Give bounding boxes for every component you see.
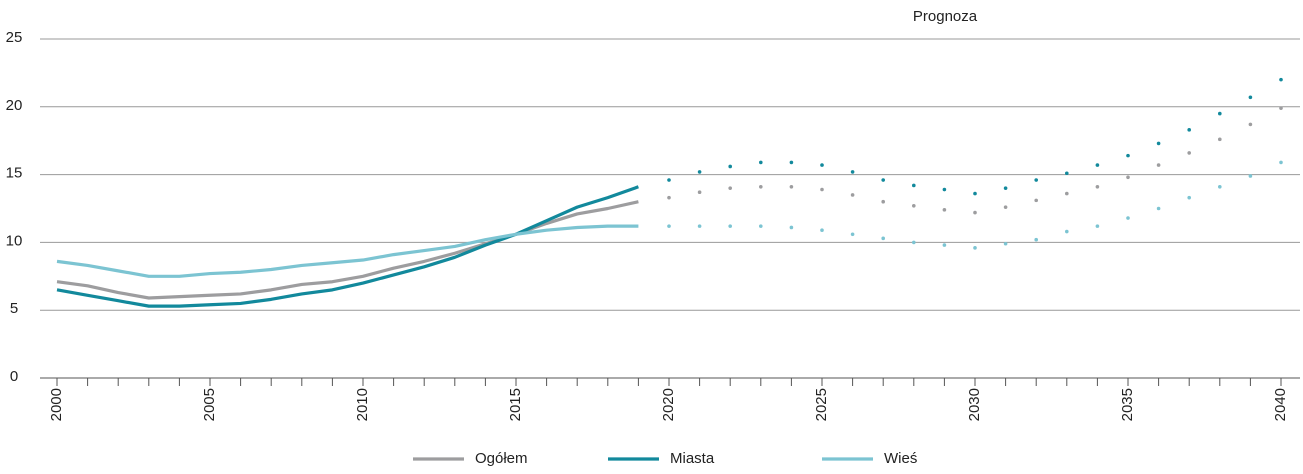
forecast-dot bbox=[1065, 229, 1069, 234]
forecast-dot bbox=[728, 224, 732, 228]
forecast-dot bbox=[850, 170, 855, 174]
y-tick-label: 0 bbox=[10, 368, 18, 385]
forecast-dot bbox=[942, 208, 947, 212]
forecast-dot bbox=[667, 224, 671, 228]
annotation: Prognoza bbox=[913, 8, 978, 25]
forecast-dot bbox=[1248, 174, 1253, 178]
forecast-dot bbox=[820, 187, 824, 192]
forecast-dot bbox=[1279, 106, 1283, 110]
forecast-dot bbox=[912, 240, 916, 245]
forecast-dot bbox=[1065, 191, 1069, 196]
forecast-dot bbox=[759, 185, 763, 189]
x-tick-label: 2000 bbox=[48, 388, 65, 421]
forecast-dot bbox=[973, 191, 977, 196]
forecast-dot bbox=[697, 224, 702, 228]
series-line bbox=[56, 200, 639, 300]
x-tick-label: 2040 bbox=[1272, 388, 1289, 421]
y-tick-label: 20 bbox=[6, 97, 23, 114]
forecast-dot bbox=[881, 199, 885, 204]
forecast-dot bbox=[1248, 95, 1253, 100]
series-line bbox=[56, 185, 639, 308]
legend-label: Miasta bbox=[670, 450, 715, 467]
forecast-dot bbox=[1003, 186, 1008, 190]
x-tick-label: 2030 bbox=[966, 388, 983, 421]
forecast-dot bbox=[1003, 241, 1008, 246]
y-tick-label: 25 bbox=[6, 29, 23, 46]
forecast-dot bbox=[1187, 151, 1191, 155]
y-tick-label: 10 bbox=[6, 232, 23, 249]
forecast-dot bbox=[759, 224, 763, 228]
forecast-dot bbox=[1279, 160, 1283, 165]
forecast-dot bbox=[1126, 175, 1130, 180]
y-tick-label: 5 bbox=[10, 300, 18, 317]
forecast-dot bbox=[881, 178, 885, 182]
forecast-dot bbox=[1034, 178, 1038, 182]
forecast-dot bbox=[667, 178, 671, 182]
forecast-dot bbox=[728, 164, 732, 169]
series-line bbox=[56, 224, 639, 278]
forecast-dot bbox=[973, 246, 977, 250]
forecast-dot bbox=[1156, 163, 1161, 167]
forecast-dot bbox=[1218, 137, 1222, 142]
forecast-dot bbox=[1034, 198, 1038, 203]
forecast-dot bbox=[789, 160, 794, 165]
legend-label: Ogółem bbox=[475, 450, 528, 467]
forecast-dot bbox=[728, 186, 732, 190]
forecast-dot bbox=[1065, 171, 1069, 176]
forecast-dot bbox=[1126, 216, 1130, 220]
forecast-dot bbox=[850, 232, 855, 237]
forecast-dot bbox=[1095, 185, 1100, 189]
forecast-dot bbox=[1218, 111, 1222, 116]
x-tick-label: 2015 bbox=[507, 388, 524, 421]
x-tick-label: 2010 bbox=[354, 388, 371, 421]
forecast-dot bbox=[1218, 185, 1222, 189]
x-tick-label: 2005 bbox=[201, 388, 218, 421]
forecast-dot bbox=[1034, 237, 1038, 242]
forecast-dot bbox=[667, 195, 671, 200]
forecast-dot bbox=[820, 228, 824, 232]
x-tick-label: 2035 bbox=[1119, 388, 1136, 421]
forecast-dot bbox=[1187, 128, 1191, 132]
forecast-dot bbox=[1248, 122, 1253, 127]
forecast-dot bbox=[697, 170, 702, 174]
forecast-dot bbox=[1095, 163, 1100, 167]
x-tick-label: 2025 bbox=[813, 388, 830, 421]
forecast-dot bbox=[942, 187, 947, 192]
forecast-dot bbox=[1279, 77, 1283, 82]
x-tick-label: 2020 bbox=[660, 388, 677, 421]
forecast-dot bbox=[881, 236, 885, 241]
forecast-dot bbox=[1126, 153, 1130, 158]
forecast-dot bbox=[1003, 205, 1008, 209]
forecast-dot bbox=[789, 185, 794, 189]
forecast-dot bbox=[942, 243, 947, 247]
forecast-dot bbox=[759, 160, 763, 165]
forecast-dot bbox=[697, 190, 702, 195]
forecast-dot bbox=[1187, 195, 1191, 200]
forecast-dot bbox=[912, 183, 916, 188]
forecast-dot bbox=[850, 193, 855, 197]
forecast-dot bbox=[789, 225, 794, 230]
forecast-dot bbox=[1095, 224, 1100, 228]
forecast-dot bbox=[1156, 206, 1161, 211]
y-tick-label: 15 bbox=[6, 165, 23, 182]
forecast-dot bbox=[912, 203, 916, 208]
forecast-dot bbox=[1156, 141, 1161, 146]
forecast-dot bbox=[973, 210, 977, 215]
forecast-dot bbox=[820, 163, 824, 167]
legend-label: Wieś bbox=[884, 450, 917, 467]
